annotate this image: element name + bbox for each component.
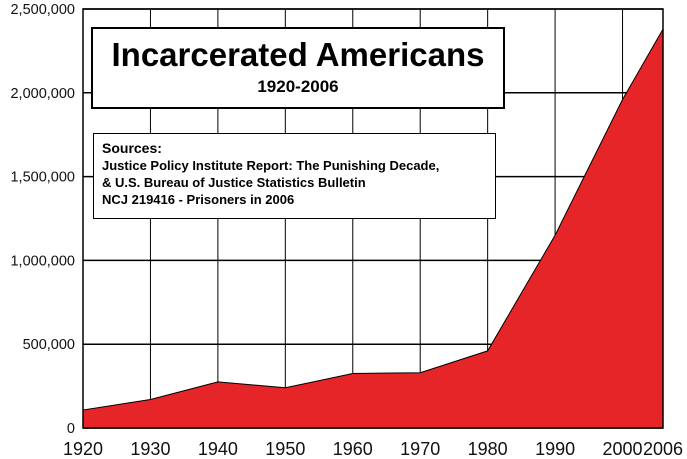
sources-line-2: & U.S. Bureau of Justice Statistics Bull… bbox=[102, 175, 366, 190]
chart-title: Incarcerated Americans bbox=[111, 36, 485, 73]
title-box: Incarcerated Americans 1920-2006 bbox=[91, 27, 505, 109]
x-tick-label: 1950 bbox=[265, 439, 305, 459]
x-tick-label: 2000 bbox=[603, 439, 643, 459]
y-tick-label: 1,500,000 bbox=[10, 170, 75, 186]
x-tick-label: 1990 bbox=[535, 439, 575, 459]
plot-frame bbox=[82, 8, 664, 429]
sources-line-3: NCJ 219416 - Prisoners in 2006 bbox=[102, 192, 295, 207]
x-tick-label: 2006 bbox=[643, 439, 683, 459]
y-axis-ticks: 0 500,000 1,000,000 1,500,000 2,000,000 2,500… bbox=[10, 2, 75, 437]
y-tick-label: 2,500,000 bbox=[10, 2, 75, 18]
sources-box: Sources: Justice Policy Institute Report… bbox=[93, 133, 496, 219]
x-axis-ticks: 1920 1930 1940 1950 1960 1970 1980 1990 2000 2006 bbox=[63, 439, 683, 459]
chart-subtitle: 1920-2006 bbox=[257, 77, 339, 96]
x-tick-label: 1920 bbox=[63, 439, 103, 459]
x-tick-label: 1960 bbox=[333, 439, 373, 459]
y-tick-label: 500,000 bbox=[23, 337, 75, 353]
sources-heading: Sources: bbox=[102, 140, 162, 156]
x-tick-label: 1980 bbox=[468, 439, 508, 459]
x-tick-label: 1940 bbox=[198, 439, 238, 459]
x-tick-label: 1930 bbox=[130, 439, 170, 459]
x-tick-label: 1970 bbox=[400, 439, 440, 459]
sources-line-1: Justice Policy Institute Report: The Pun… bbox=[102, 158, 440, 173]
y-tick-label: 1,000,000 bbox=[10, 253, 75, 269]
y-tick-label: 2,000,000 bbox=[10, 86, 75, 102]
y-tick-label: 0 bbox=[67, 421, 75, 437]
